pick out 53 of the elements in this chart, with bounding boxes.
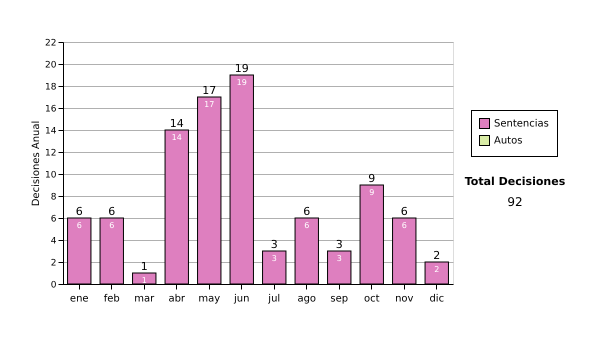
y-tick-label: 10 xyxy=(45,170,57,180)
legend-label: Sentencias xyxy=(494,118,549,130)
total-label: 3 xyxy=(270,238,278,251)
x-tick-label: oct xyxy=(364,294,380,304)
y-tick-label: 8 xyxy=(50,192,57,202)
data-label: 6 xyxy=(76,221,82,230)
y-tick-label: 0 xyxy=(50,280,57,290)
data-label: 3 xyxy=(336,254,342,263)
x-tick-label: may xyxy=(198,294,220,304)
total-label: 3 xyxy=(336,238,343,251)
x-tick-label: ago xyxy=(297,294,316,304)
total-label: 6 xyxy=(400,205,408,218)
x-tick-label: nov xyxy=(395,294,414,304)
total-label: 19 xyxy=(234,62,249,75)
x-tick-label: jun xyxy=(233,294,250,304)
total-label: 14 xyxy=(170,117,184,130)
x-tick-label: mar xyxy=(134,294,156,304)
data-label: 6 xyxy=(109,221,114,230)
x-tick-label: feb xyxy=(104,294,120,304)
y-tick-label: 4 xyxy=(50,236,57,246)
data-label: 9 xyxy=(369,188,374,197)
data-label: 3 xyxy=(272,254,277,263)
x-tick-label: dic xyxy=(429,294,444,304)
y-axis-title: Decisiones Anual xyxy=(31,120,42,206)
legend-label: Autos xyxy=(494,136,522,146)
data-label: 6 xyxy=(304,221,310,230)
total-label: 6 xyxy=(108,205,116,218)
data-label: 19 xyxy=(236,78,247,87)
total-label: 1 xyxy=(140,260,148,273)
total-label: 6 xyxy=(303,205,310,218)
text: Total Decisiones xyxy=(464,175,566,188)
y-tick-label: 14 xyxy=(45,126,57,136)
total-label: 9 xyxy=(368,172,376,185)
y-tick-label: 20 xyxy=(45,60,57,70)
data-label: 6 xyxy=(402,221,407,230)
y-tick-label: 6 xyxy=(50,214,57,224)
x-tick-label: sep xyxy=(330,294,348,304)
y-tick-label: 2 xyxy=(50,258,56,268)
y-tick-label: 18 xyxy=(45,82,57,92)
total-label: 6 xyxy=(76,205,83,218)
x-tick-label: abr xyxy=(168,294,186,304)
data-label: 1 xyxy=(142,276,147,285)
y-tick-label: 12 xyxy=(45,148,56,158)
x-tick-label: jul xyxy=(267,294,280,304)
y-tick-label: 16 xyxy=(45,104,57,114)
total-label: 17 xyxy=(202,84,216,97)
total-label: 2 xyxy=(433,249,440,262)
y-tick-label: 22 xyxy=(45,38,56,48)
data-label: 2 xyxy=(434,265,440,274)
x-tick-label: ene xyxy=(70,294,89,304)
data-label: 14 xyxy=(172,133,182,142)
data-label: 17 xyxy=(204,100,214,109)
text: 92 xyxy=(507,195,523,209)
